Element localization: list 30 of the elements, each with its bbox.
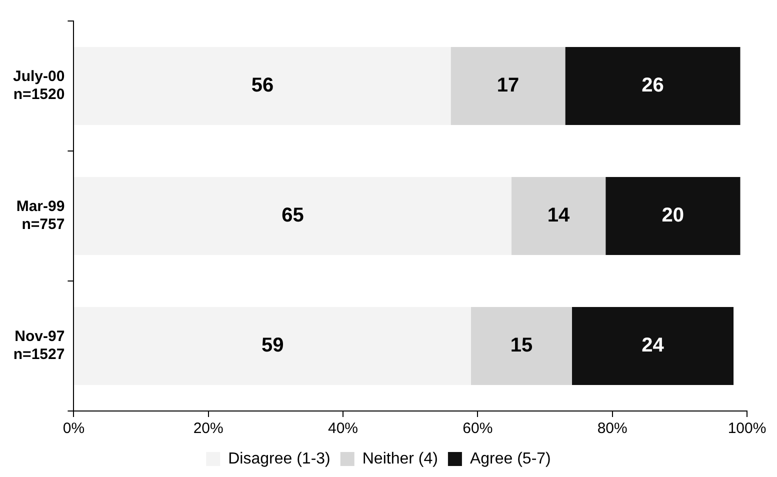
data-label: 14: [547, 204, 570, 227]
x-tick-label: 80%: [597, 420, 628, 438]
data-label: 24: [642, 334, 665, 357]
data-label: 65: [282, 204, 304, 227]
data-label: 26: [642, 74, 664, 97]
bar: [74, 47, 451, 125]
bar: [565, 47, 740, 125]
legend-label: Disagree (1-3): [228, 450, 330, 468]
y-tick-label: Mar-99 n=757: [16, 198, 65, 234]
x-tick-label: 20%: [193, 420, 224, 438]
bar: [606, 177, 740, 255]
bar: [470, 307, 572, 385]
x-tick-label: 40%: [328, 420, 358, 438]
bar: [572, 307, 734, 385]
x-tick-label: 60%: [462, 420, 493, 438]
bar: [74, 307, 471, 385]
data-label: 20: [662, 204, 684, 227]
data-label: 56: [251, 74, 274, 97]
legend-label: Neither (4): [362, 450, 438, 468]
legend-label: Agree (5-7): [470, 450, 551, 468]
data-label: 15: [510, 334, 533, 357]
data-label: 17: [496, 74, 520, 97]
bar: [74, 177, 512, 255]
y-tick-label: July-00 n=1520: [12, 68, 65, 104]
data-label: 59: [261, 334, 284, 357]
y-tick-label: Nov-97 n=1527: [13, 328, 65, 364]
x-tick-label: 0%: [62, 420, 85, 438]
bar: [450, 47, 566, 125]
x-tick-label: 100%: [728, 420, 766, 438]
bar: [511, 177, 606, 255]
